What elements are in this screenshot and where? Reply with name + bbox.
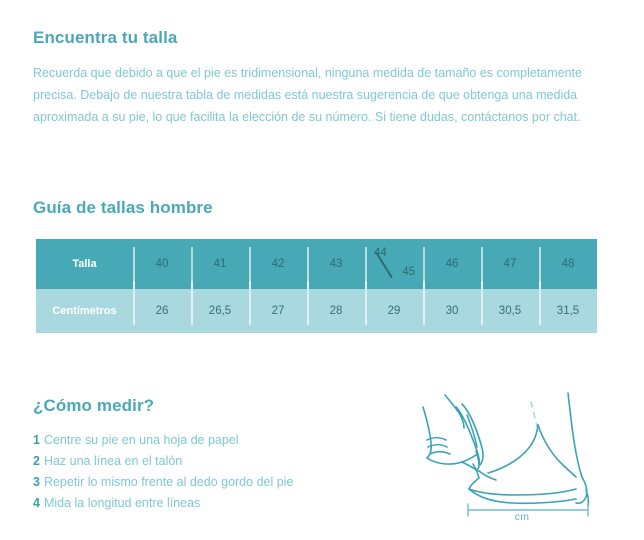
step-number: 2 xyxy=(33,454,40,468)
cm-cell-7: 31,5 xyxy=(539,281,597,333)
list-item: 2 Haz una línea en el talón xyxy=(33,451,293,472)
size-cell-7: 48 xyxy=(539,239,597,297)
step-text: Mida la longitud entre líneas xyxy=(43,496,201,510)
size-cell-6: 47 xyxy=(481,239,539,297)
step-number: 4 xyxy=(33,496,40,510)
size-cell-3: 43 xyxy=(307,239,365,297)
measure-unit-label: cm xyxy=(514,511,530,523)
size-cell-4: 44 45 xyxy=(365,239,423,297)
measuring-illustration: cm xyxy=(400,385,644,540)
hand-measuring-foot-icon xyxy=(422,392,590,517)
size-cell-2: 42 xyxy=(249,239,307,297)
size-guide-table: Talla 40 41 42 43 44 45 46 47 48 xyxy=(36,239,597,333)
cm-cell-1: 26,5 xyxy=(191,281,249,333)
cm-cell-5: 30 xyxy=(423,281,481,333)
cm-cell-6: 30,5 xyxy=(481,281,539,333)
list-item: 1 Centre su pie en una hoja de papel xyxy=(33,430,293,451)
table-row-centimeters: Centímetros 26 26,5 27 28 29 30 30,5 31,… xyxy=(36,281,597,333)
step-text: Haz una línea en el talón xyxy=(43,454,183,468)
fraction-denominator: 45 xyxy=(402,266,415,278)
how-to-measure-heading: ¿Cómo medir? xyxy=(33,396,155,415)
step-number: 3 xyxy=(33,475,40,489)
fraction-numerator: 44 xyxy=(374,246,387,259)
table-row-sizes: Talla 40 41 42 43 44 45 46 47 48 xyxy=(36,239,597,297)
size-cell-5: 46 xyxy=(423,239,481,297)
intro-paragraph: Recuerda que debido a que el pie es trid… xyxy=(33,66,582,124)
list-item: 3 Repetir lo mismo frente al dedo gordo d… xyxy=(33,472,293,493)
row-label-centimetros: Centímetros xyxy=(36,289,133,333)
row-label-talla: Talla xyxy=(36,239,133,289)
intro-section: Encuentra tu talla Recuerda que debido a… xyxy=(33,28,593,128)
size-cell-1: 41 xyxy=(191,239,249,297)
cm-cell-3: 28 xyxy=(307,281,365,333)
size-fraction-44-45: 44 45 xyxy=(372,244,416,282)
step-text: Centre su pie en una hoja de papel xyxy=(43,433,239,447)
how-to-measure-steps: 1 Centre su pie en una hoja de papel 2 Haz… xyxy=(33,430,293,514)
list-item: 4 Mida la longitud entre líneas xyxy=(33,493,293,514)
cm-cell-2: 27 xyxy=(249,281,307,333)
page-title: Encuentra tu talla xyxy=(33,28,178,47)
cm-cell-4: 29 xyxy=(365,281,423,333)
cm-cell-0: 26 xyxy=(133,281,191,333)
size-guide-heading: Guía de tallas hombre xyxy=(33,198,213,217)
step-number: 1 xyxy=(33,433,40,447)
size-cell-0: 40 xyxy=(133,239,191,297)
step-text: Repetir lo mismo frente al dedo gordo de… xyxy=(43,475,294,489)
measure-bar-icon xyxy=(467,503,589,517)
